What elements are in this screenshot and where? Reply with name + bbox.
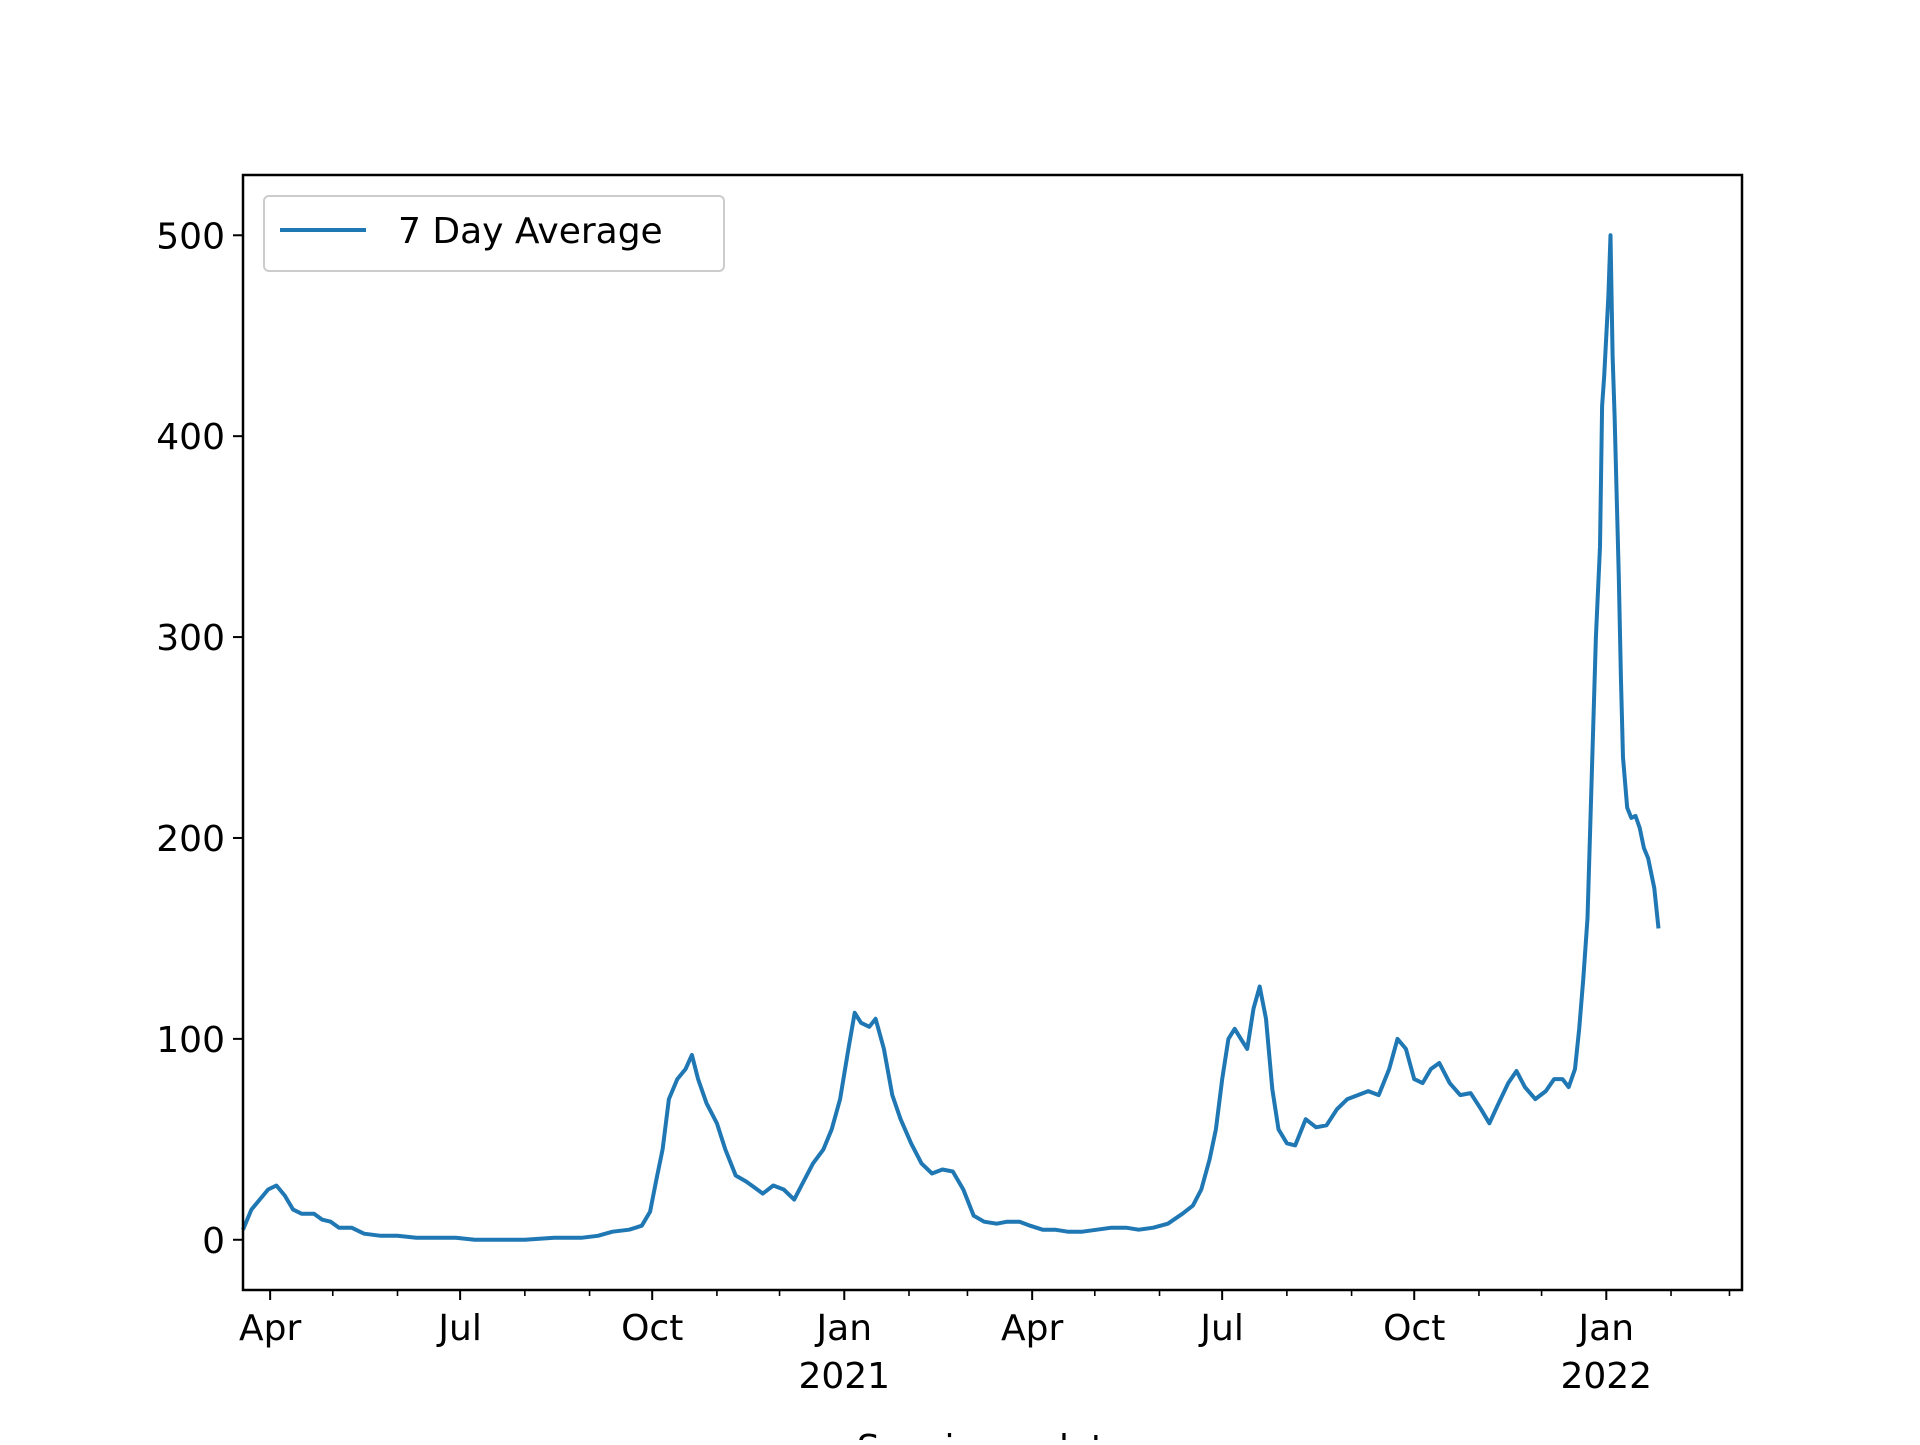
y-tick-label: 500 bbox=[156, 216, 225, 257]
y-tick-label: 200 bbox=[156, 819, 225, 860]
x-tick-label: Apr bbox=[1001, 1308, 1063, 1349]
plot-frame bbox=[243, 175, 1742, 1290]
y-tick-label: 0 bbox=[202, 1221, 225, 1262]
axes-layer: 0 100 200 300 400 500 Apr Jul Oct Jan 2021 Apr Jul Oc… bbox=[156, 216, 1729, 1397]
x-tick-label: Jan bbox=[815, 1308, 873, 1349]
legend: 7 Day Average bbox=[264, 196, 724, 271]
y-tick-label: 300 bbox=[156, 618, 225, 659]
x-tick-label: Jan bbox=[1577, 1308, 1635, 1349]
x-tick-label: Jul bbox=[436, 1308, 481, 1349]
x-tick-label: Jul bbox=[1198, 1308, 1243, 1349]
x-tick-label: Apr bbox=[239, 1308, 301, 1349]
legend-label: 7 Day Average bbox=[398, 211, 663, 252]
x-tick-label: Oct bbox=[621, 1308, 683, 1349]
series-line-7-day-average bbox=[243, 235, 1659, 1240]
y-tick-label: 100 bbox=[156, 1020, 225, 1061]
x-tick-label: Oct bbox=[1383, 1308, 1445, 1349]
x-tick-year-label: 2022 bbox=[1560, 1356, 1652, 1397]
x-tick-year-label: 2021 bbox=[798, 1356, 890, 1397]
x-axis-label: Specimen date bbox=[857, 1428, 1127, 1440]
plot-layer bbox=[243, 175, 1742, 1290]
y-tick-label: 400 bbox=[156, 417, 225, 458]
